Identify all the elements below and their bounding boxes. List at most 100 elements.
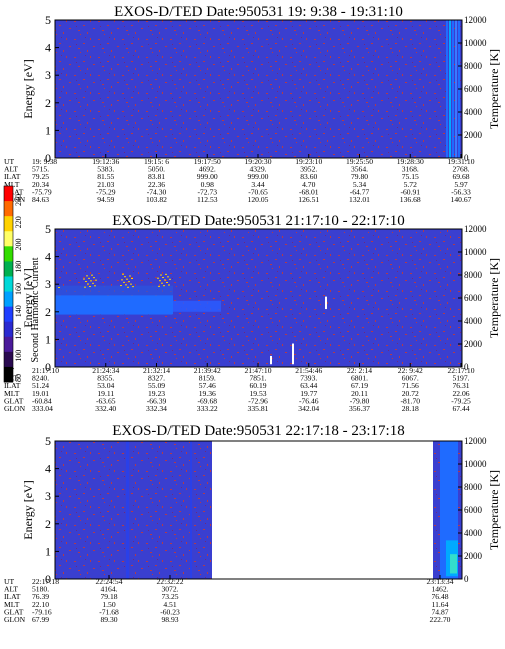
spectrogram-feature: [127, 286, 129, 288]
spectrogram-feature: [90, 280, 92, 282]
panel-1: EXOS-D/TED Date:950531 19: 9:38 - 19:31:…: [4, 4, 501, 204]
data-cell: 6067.: [402, 374, 419, 383]
data-cell: 83.60: [300, 172, 317, 181]
spectrogram-feature: [325, 296, 327, 310]
data-cell: 222.70: [430, 615, 451, 624]
colorbar-segment: [4, 306, 13, 323]
y-tick-label: 1: [45, 123, 51, 137]
colorbar-segment: [4, 231, 13, 247]
spectrogram-feature: [120, 285, 122, 287]
data-cell: 333.04: [32, 404, 53, 413]
data-cell: 21:17:10: [32, 366, 59, 375]
y2-tick-label: 6000: [464, 84, 483, 94]
row-label: GLAT: [4, 187, 24, 196]
spectrogram-feature: [452, 20, 454, 158]
y-tick-label: 0: [45, 360, 51, 374]
spectrogram-feature: [124, 276, 126, 278]
y2-tick-label: 6000: [464, 505, 483, 515]
data-cell: 21:32:14: [143, 366, 170, 375]
spectrogram-feature: [91, 274, 93, 276]
spectrogram-feature: [87, 283, 89, 285]
data-cell: -72.73: [197, 187, 217, 196]
data-cell: 4692.: [199, 165, 216, 174]
spectrogram-feature: [132, 286, 134, 288]
spectrogram-feature: [163, 285, 165, 287]
data-cell: 8327.: [148, 374, 165, 383]
data-cell: 74.87: [431, 607, 448, 616]
data-cell: 84.63: [32, 195, 49, 204]
data-cell: 335.81: [248, 404, 269, 413]
data-cell: 83.81: [148, 172, 165, 181]
y-tick-label: 4: [45, 250, 51, 264]
spectrogram-feature: [167, 276, 169, 278]
spectrogram-feature: [58, 286, 60, 288]
row-label: ALT: [4, 585, 18, 594]
data-cell: 126.51: [298, 195, 319, 204]
data-cell: 79.18: [100, 592, 117, 601]
data-cell: 3072.: [161, 585, 178, 594]
data-cell: -74.30: [147, 187, 167, 196]
colorbar-tick-label: 120: [14, 328, 23, 340]
data-cell: 53.04: [97, 381, 114, 390]
y-axis-label: Energy [eV]: [21, 59, 35, 118]
data-cell: 1462.: [431, 585, 448, 594]
data-cell: 22:17:10: [447, 366, 474, 375]
colorbar-segment: [4, 246, 13, 262]
data-cell: 22:32:22: [156, 577, 183, 586]
panel-3: EXOS-D/TED Date:950531 22:17:18 - 23:17:…: [4, 423, 501, 624]
data-cell: 19.53: [249, 389, 266, 398]
colorbar-tick-label: 100: [14, 350, 23, 362]
colorbar-tick-label: 180: [14, 261, 23, 273]
data-cell: 89.30: [100, 615, 117, 624]
data-cell: 75.15: [402, 172, 419, 181]
spectrogram-feature: [161, 282, 163, 284]
data-cell: 20.34: [32, 180, 49, 189]
data-cell: 2768.: [452, 165, 469, 174]
data-cell: -60.84: [32, 396, 52, 405]
y2-tick-label: 0: [464, 362, 469, 372]
row-label: GLAT: [4, 607, 24, 616]
row-label: MLT: [4, 600, 20, 609]
data-cell: 7851.: [249, 374, 266, 383]
data-cell: 120.05: [248, 195, 269, 204]
panel-title: EXOS-D/TED Date:950531 21:17:10 - 22:17:…: [112, 213, 404, 229]
colorbar-tick-label: 240: [14, 194, 23, 206]
data-cell: -76.46: [299, 396, 319, 405]
colorbar-segment: [4, 321, 13, 338]
data-cell: 19:28:30: [397, 157, 424, 166]
row-label: UT: [4, 157, 14, 166]
data-cell: 67.44: [452, 404, 469, 413]
y-tick-label: 3: [45, 489, 51, 503]
data-cell: 5.34: [353, 180, 366, 189]
data-cell: 4164.: [100, 585, 117, 594]
y-tick-label: 2: [45, 305, 51, 319]
data-cell: -69.68: [197, 396, 217, 405]
spectrogram-feature: [123, 281, 125, 283]
y2-axis-label: Temperature [K]: [487, 49, 501, 129]
data-cell: 4.51: [163, 600, 176, 609]
data-cell: 103.82: [146, 195, 167, 204]
data-cell: 140.67: [451, 195, 472, 204]
colorbar-segment: [4, 216, 13, 232]
data-cell: 19:25:50: [346, 157, 373, 166]
colorbar-tick-label: 220: [14, 216, 23, 228]
y2-axis-label: Temperature [K]: [487, 470, 501, 550]
spectrogram-feature: [95, 279, 97, 281]
row-label: ILAT: [4, 381, 21, 390]
colorbar-tick-label: 80: [14, 374, 23, 382]
data-cell: 4329.: [249, 165, 266, 174]
row-label: UT: [4, 577, 14, 586]
data-cell: 69.68: [452, 172, 469, 181]
y-tick-label: 1: [45, 332, 51, 346]
colorbar-segment: [4, 186, 13, 202]
data-cell: -81.70: [400, 396, 420, 405]
colorbar-label: Second Harmonic Current: [30, 257, 41, 362]
spectrogram-feature: [159, 280, 161, 282]
data-cell: 20.72: [402, 389, 419, 398]
y2-tick-label: 8000: [464, 61, 483, 71]
row-label: GLON: [4, 404, 26, 413]
data-cell: 19.01: [32, 389, 49, 398]
spectrogram-feature: [126, 441, 129, 579]
colorbar-segment: [4, 261, 13, 277]
